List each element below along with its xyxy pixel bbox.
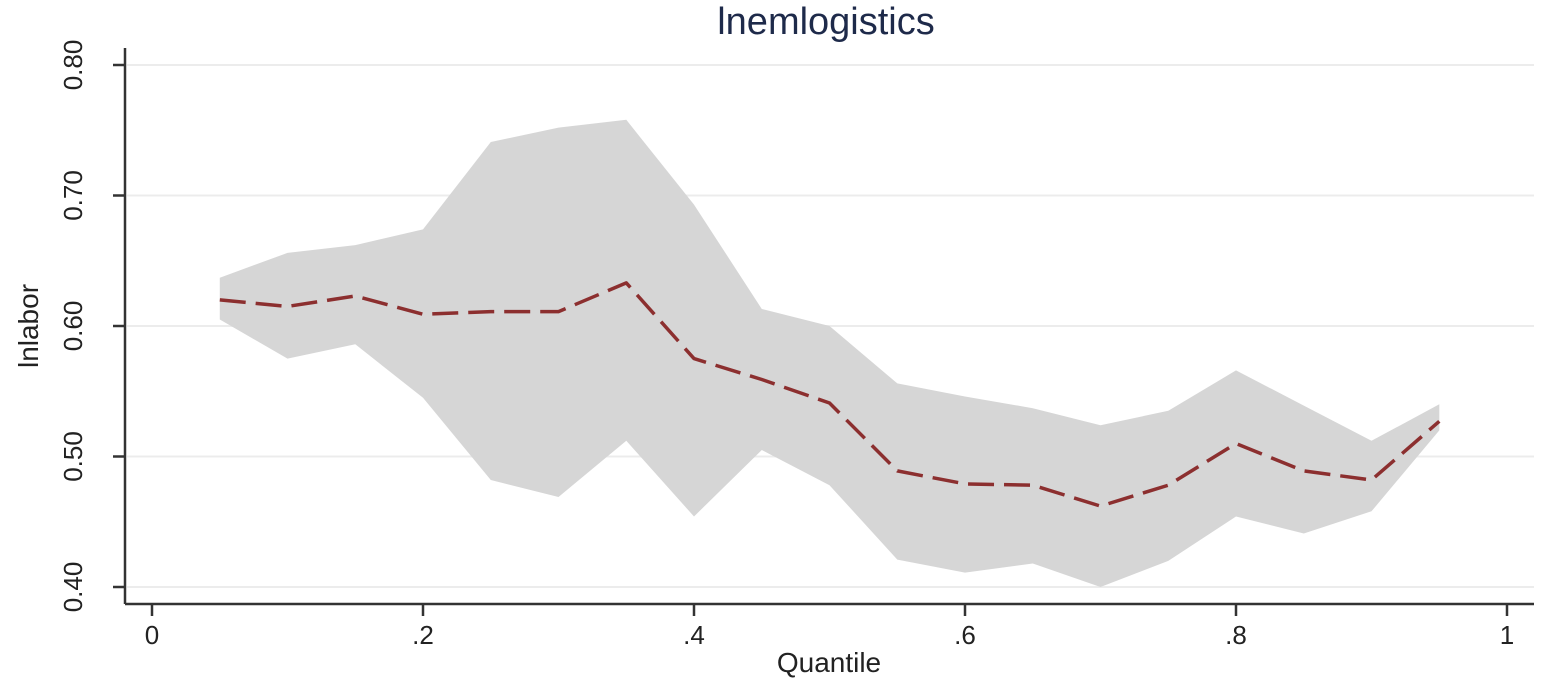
series-line-group xyxy=(218,281,1441,508)
data-point-0-13 xyxy=(1099,504,1103,508)
y-tick-label-4: 0.80 xyxy=(58,40,88,91)
data-point-0-10 xyxy=(895,469,899,473)
x-tick-label-2: .4 xyxy=(683,620,705,650)
x-tick-label-4: .8 xyxy=(1225,620,1247,650)
series-line-0 xyxy=(219,281,1441,508)
data-point-0-16 xyxy=(1302,469,1306,473)
data-point-0-12 xyxy=(1031,483,1035,487)
data-point-0-5 xyxy=(557,310,561,314)
y-axis-label: lnlabor xyxy=(13,284,44,368)
data-point-0-6 xyxy=(624,281,628,285)
x-tick-label-0: 0 xyxy=(145,620,159,650)
data-point-0-17 xyxy=(1370,478,1374,482)
x-axis-label: Quantile xyxy=(777,647,881,678)
data-point-0-2 xyxy=(353,294,357,298)
data-point-0-0 xyxy=(218,298,222,302)
x-tick-label-1: .2 xyxy=(412,620,434,650)
data-point-0-4 xyxy=(489,310,493,314)
y-tick-label-1: 0.50 xyxy=(58,431,88,482)
x-axis-ticks: 0 .2 .4 .6 .8 1 xyxy=(145,604,1514,650)
data-point-0-1 xyxy=(286,304,290,308)
y-tick-label-2: 0.60 xyxy=(58,301,88,352)
x-tick-label-3: .6 xyxy=(954,620,976,650)
data-point-0-18 xyxy=(1437,419,1441,423)
data-point-0-14 xyxy=(1166,483,1170,487)
data-point-0-8 xyxy=(760,378,764,382)
data-point-0-15 xyxy=(1234,442,1238,446)
y-tick-label-0: 0.40 xyxy=(58,562,88,613)
chart-title: lnemlogistics xyxy=(717,1,935,43)
data-point-0-11 xyxy=(963,482,967,486)
confidence-band-area xyxy=(219,119,1440,588)
y-tick-label-3: 0.70 xyxy=(58,170,88,221)
data-point-0-7 xyxy=(692,357,696,361)
confidence-band xyxy=(219,119,1440,588)
data-point-0-9 xyxy=(828,401,832,405)
x-tick-label-5: 1 xyxy=(1500,620,1514,650)
data-point-0-3 xyxy=(421,312,425,316)
y-axis-ticks: 0.40 0.50 0.60 0.70 0.80 xyxy=(58,40,125,613)
